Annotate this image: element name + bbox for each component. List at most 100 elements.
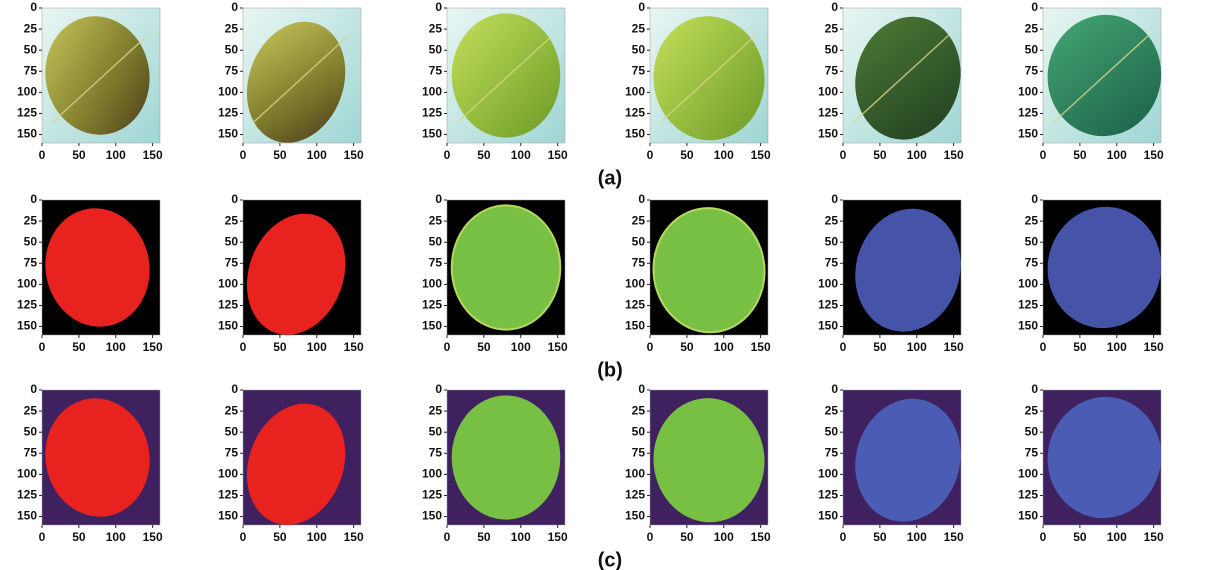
y-tick-label: 0 <box>831 192 838 206</box>
y-tick-label: 25 <box>225 403 239 417</box>
y-tick-label: 25 <box>429 21 443 35</box>
y-tick-label: 125 <box>818 298 838 312</box>
y-tick-label: 125 <box>625 488 645 502</box>
y-tick-label: 125 <box>422 106 442 120</box>
x-tick-label: 0 <box>647 148 654 162</box>
x-tick-label: 50 <box>680 148 694 162</box>
x-tick-label: 50 <box>1073 530 1087 544</box>
y-tick-label: 50 <box>429 424 443 438</box>
x-tick-label: 150 <box>751 530 771 544</box>
y-tick-label: 125 <box>218 488 238 502</box>
y-tick-label: 25 <box>632 21 646 35</box>
x-tick-label: 150 <box>344 148 364 162</box>
x-tick-label: 50 <box>680 530 694 544</box>
y-tick-label: 150 <box>1018 319 1038 333</box>
y-tick-label: 0 <box>30 192 37 206</box>
y-tick-label: 75 <box>24 255 38 269</box>
y-tick-label: 75 <box>825 445 839 459</box>
y-tick-label: 100 <box>218 467 238 481</box>
y-tick-label: 125 <box>818 488 838 502</box>
y-tick-label: 150 <box>422 319 442 333</box>
x-tick-label: 100 <box>511 340 531 354</box>
x-tick-label: 150 <box>344 340 364 354</box>
x-tick-label: 150 <box>944 530 964 544</box>
x-tick-label: 100 <box>106 340 126 354</box>
y-tick-label: 100 <box>1018 85 1038 99</box>
x-tick-label: 100 <box>714 340 734 354</box>
x-tick-label: 100 <box>511 530 531 544</box>
x-tick-label: 100 <box>907 340 927 354</box>
y-tick-label: 0 <box>831 0 838 14</box>
x-tick-label: 0 <box>240 530 247 544</box>
x-tick-label: 0 <box>39 530 46 544</box>
panel: 0255075100125150050100150 <box>818 192 974 354</box>
panel: 0255075100125150050100150 <box>625 0 771 162</box>
y-tick-label: 150 <box>818 319 838 333</box>
panel: 0255075100125150050100150 <box>818 382 974 544</box>
row-caption: (a) <box>598 167 622 189</box>
y-tick-label: 100 <box>818 85 838 99</box>
x-tick-label: 100 <box>106 530 126 544</box>
y-tick-label: 125 <box>625 298 645 312</box>
y-tick-label: 150 <box>218 509 238 523</box>
x-tick-label: 0 <box>1040 530 1047 544</box>
x-tick-label: 150 <box>548 148 568 162</box>
y-tick-label: 100 <box>818 467 838 481</box>
row-caption: (b) <box>597 359 623 381</box>
y-tick-label: 25 <box>225 21 239 35</box>
y-tick-label: 150 <box>218 319 238 333</box>
panel: 0255075100125150050100150 <box>422 382 568 544</box>
x-tick-label: 0 <box>444 148 451 162</box>
x-tick-label: 100 <box>907 148 927 162</box>
y-tick-label: 50 <box>1025 424 1039 438</box>
x-tick-label: 50 <box>680 340 694 354</box>
y-tick-label: 125 <box>17 298 37 312</box>
y-tick-label: 150 <box>218 127 238 141</box>
panel: 0255075100125150050100150 <box>1018 0 1171 162</box>
x-tick-label: 0 <box>840 148 847 162</box>
panel: 0255075100125150050100150 <box>422 192 568 354</box>
x-tick-label: 0 <box>39 340 46 354</box>
x-tick-label: 50 <box>273 148 287 162</box>
y-tick-label: 25 <box>1025 403 1039 417</box>
y-tick-label: 75 <box>225 63 239 77</box>
y-tick-label: 25 <box>632 403 646 417</box>
x-tick-label: 0 <box>840 530 847 544</box>
x-tick-label: 50 <box>873 530 887 544</box>
panel: 0255075100125150050100150 <box>422 0 568 162</box>
y-tick-label: 75 <box>429 255 443 269</box>
panel: 0255075100125150050100150 <box>17 192 163 354</box>
y-tick-label: 75 <box>825 255 839 269</box>
y-tick-label: 50 <box>225 424 239 438</box>
y-tick-label: 0 <box>231 382 238 396</box>
y-tick-label: 125 <box>422 488 442 502</box>
x-tick-label: 50 <box>873 148 887 162</box>
y-tick-label: 75 <box>429 445 443 459</box>
y-tick-label: 125 <box>422 298 442 312</box>
x-tick-label: 100 <box>714 148 734 162</box>
x-tick-label: 0 <box>444 530 451 544</box>
y-tick-label: 125 <box>1018 298 1038 312</box>
y-tick-label: 125 <box>218 106 238 120</box>
y-tick-label: 150 <box>17 509 37 523</box>
y-tick-label: 25 <box>24 213 38 227</box>
y-tick-label: 50 <box>24 42 38 56</box>
y-tick-label: 50 <box>825 42 839 56</box>
y-tick-label: 100 <box>422 277 442 291</box>
x-tick-label: 100 <box>307 148 327 162</box>
y-tick-label: 100 <box>625 85 645 99</box>
x-tick-label: 100 <box>511 148 531 162</box>
panel: 0255075100125150050100150 <box>218 0 364 162</box>
y-tick-label: 25 <box>24 403 38 417</box>
y-tick-label: 100 <box>625 467 645 481</box>
y-tick-label: 100 <box>17 277 37 291</box>
panel: 0255075100125150050100150 <box>818 0 974 162</box>
x-tick-label: 50 <box>1073 340 1087 354</box>
x-tick-label: 100 <box>1107 340 1127 354</box>
x-tick-label: 150 <box>1144 340 1164 354</box>
x-tick-label: 0 <box>240 340 247 354</box>
y-tick-label: 100 <box>818 277 838 291</box>
y-tick-label: 50 <box>1025 42 1039 56</box>
x-tick-label: 150 <box>751 340 771 354</box>
